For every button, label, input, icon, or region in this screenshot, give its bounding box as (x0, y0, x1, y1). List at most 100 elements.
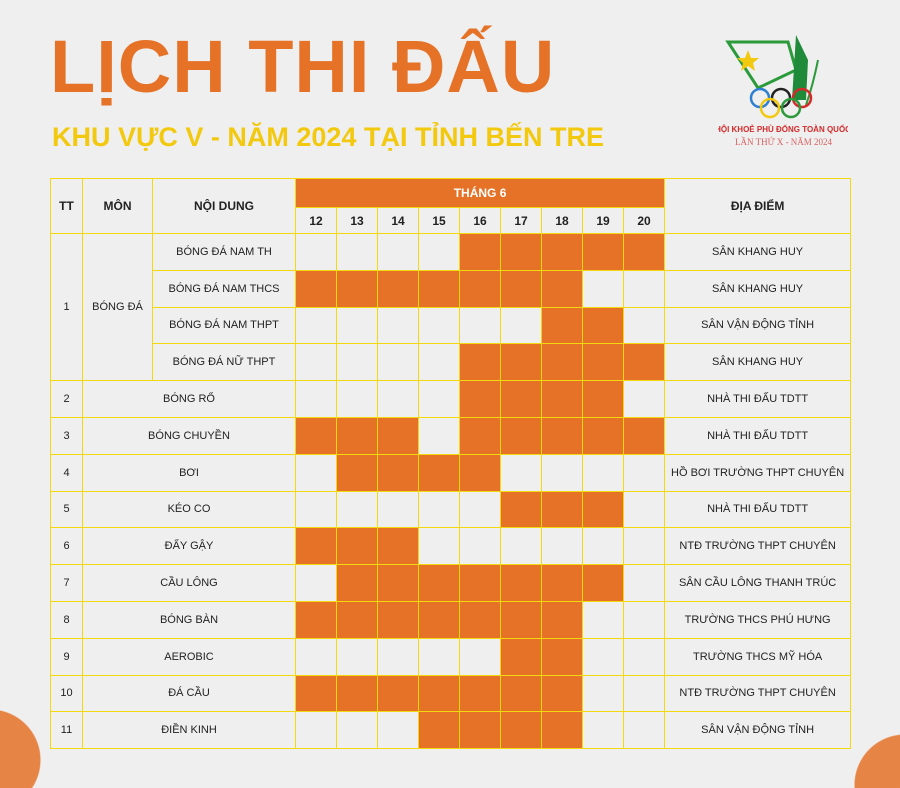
logo-text: HỘI KHOẺ PHÙ ĐỔNG TOÀN QUỐC (718, 124, 848, 134)
day-cell (500, 527, 542, 566)
day-cell (582, 453, 624, 492)
day-cell (459, 674, 501, 713)
day-cell (336, 600, 378, 639)
day-cell (459, 453, 501, 492)
day-cell (336, 637, 378, 676)
day-cell (622, 711, 666, 750)
day-cell (582, 637, 624, 676)
day-cell (336, 711, 378, 750)
cell-mon: ĐÁ CẦU (82, 674, 296, 713)
day-cell (295, 527, 337, 566)
cell-tt: 7 (50, 564, 83, 602)
day-cell (459, 416, 501, 455)
day-cell (459, 527, 501, 566)
day-cell (582, 233, 624, 271)
cell-tt: 10 (50, 674, 83, 713)
header-dia-diem: ĐỊA ĐIỂM (664, 178, 852, 234)
cell-dia-diem: NHÀ THI ĐẤU TDTT (664, 490, 852, 529)
day-cell (418, 380, 460, 418)
day-cell (336, 527, 378, 566)
day-cell (295, 306, 337, 345)
day-cell (500, 711, 542, 750)
table-row: BÓNG ĐÁ NỮ THPT SÂN KHANG HUY (51, 343, 852, 382)
day-header: 15 (418, 207, 460, 234)
cell-tt: 5 (50, 490, 83, 529)
day-cell (336, 564, 378, 602)
day-cell (622, 490, 666, 529)
header-month: THÁNG 6 (294, 178, 666, 208)
table-row: 2 BÓNG RỔ NHÀ THI ĐẤU TDTT (50, 380, 852, 418)
header-tt: TT (50, 178, 83, 234)
day-cell (541, 600, 583, 639)
cell-mon: BÓNG ĐÁ (82, 232, 153, 382)
day-cell (582, 711, 624, 750)
day-cell (541, 564, 583, 602)
day-cell (459, 490, 501, 529)
cell-tt: 11 (50, 711, 83, 750)
day-cell (582, 380, 624, 418)
day-cell (500, 306, 542, 345)
day-cell (582, 490, 624, 529)
day-cell (622, 233, 666, 271)
cell-tt: 3 (50, 416, 83, 455)
day-cell (541, 490, 583, 529)
day-cell (418, 343, 460, 382)
day-cell (377, 453, 419, 492)
day-cell (622, 674, 666, 713)
cell-tt: 6 (50, 527, 83, 566)
day-cell (500, 564, 542, 602)
cell-tt: 8 (50, 600, 83, 639)
cell-noi-dung: BÓNG ĐÁ NAM THPT (152, 306, 296, 345)
day-cell (582, 269, 624, 308)
day-cell (377, 343, 419, 382)
day-cell (541, 269, 583, 308)
day-cell (500, 343, 542, 382)
day-cell (295, 269, 337, 308)
cell-mon: ĐIỀN KINH (82, 711, 296, 750)
cell-dia-diem: SÂN KHANG HUY (664, 233, 852, 271)
cell-mon: BÓNG BÀN (82, 600, 296, 639)
day-cell (295, 674, 337, 713)
day-cell (541, 711, 583, 750)
day-cell (295, 490, 337, 529)
day-cell (418, 711, 460, 750)
schedule-table: TT MÔN NỘI DUNG THÁNG 6 ĐỊA ĐIỂM 12 13 14 1… (50, 178, 852, 750)
table-row: 1 BÓNG ĐÁ BÓNG ĐÁ NAM TH SÂN KHANG HUY (50, 232, 852, 382)
day-header: 20 (622, 207, 666, 234)
day-cell (622, 600, 666, 639)
day-header: 19 (582, 207, 624, 234)
cell-mon: CẦU LÔNG (82, 564, 296, 602)
day-cell (336, 269, 378, 308)
day-cell (459, 564, 501, 602)
day-cell (336, 306, 378, 345)
cell-dia-diem: SÂN KHANG HUY (664, 343, 852, 382)
day-cell (377, 306, 419, 345)
day-cell (622, 637, 666, 676)
day-cell (541, 380, 583, 418)
day-cell (541, 637, 583, 676)
cell-tt: 1 (50, 232, 83, 382)
day-cell (418, 233, 460, 271)
day-cell (541, 416, 583, 455)
day-cell (418, 600, 460, 639)
day-cell (336, 453, 378, 492)
day-cell (582, 564, 624, 602)
day-cell (418, 490, 460, 529)
page-title: LỊCH THI ĐẤU (50, 25, 556, 108)
day-cell (622, 564, 666, 602)
day-cell (377, 674, 419, 713)
day-cell (500, 600, 542, 639)
cell-mon: KÉO CO (82, 490, 296, 529)
cell-mon: BƠI (82, 453, 296, 492)
day-cell (418, 527, 460, 566)
cell-dia-diem: SÂN VẬN ĐỘNG TỈNH (664, 306, 852, 345)
day-header: 17 (500, 207, 542, 234)
day-cell (500, 416, 542, 455)
day-cell (582, 527, 624, 566)
day-cell (418, 416, 460, 455)
day-cell (295, 564, 337, 602)
table-row: 6 ĐẨY GẬY NTĐ TRƯỜNG THPT CHUYÊN (50, 527, 852, 566)
hkpd-logo: HỘI KHOẺ PHÙ ĐỔNG TOÀN QUỐC (718, 35, 848, 134)
day-cell (377, 416, 419, 455)
cell-dia-diem: NTĐ TRƯỜNG THPT CHUYÊN (664, 674, 852, 713)
